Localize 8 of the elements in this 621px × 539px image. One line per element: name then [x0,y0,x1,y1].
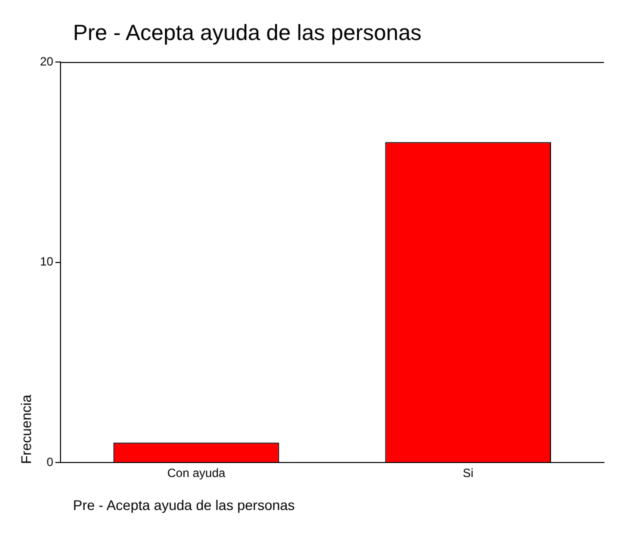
y-axis-title: Frecuencia [18,394,34,464]
chart-title: Pre - Acepta ayuda de las personas [73,20,422,46]
x-tick-label: Con ayuda [167,466,226,480]
y-tick-label: 20 [40,54,54,68]
x-tick-label: Si [462,466,474,480]
y-tick-label: 0 [46,454,54,469]
x-axis-title: Pre - Acepta ayuda de las personas [73,497,295,513]
y-tick-label: 10 [40,254,54,269]
